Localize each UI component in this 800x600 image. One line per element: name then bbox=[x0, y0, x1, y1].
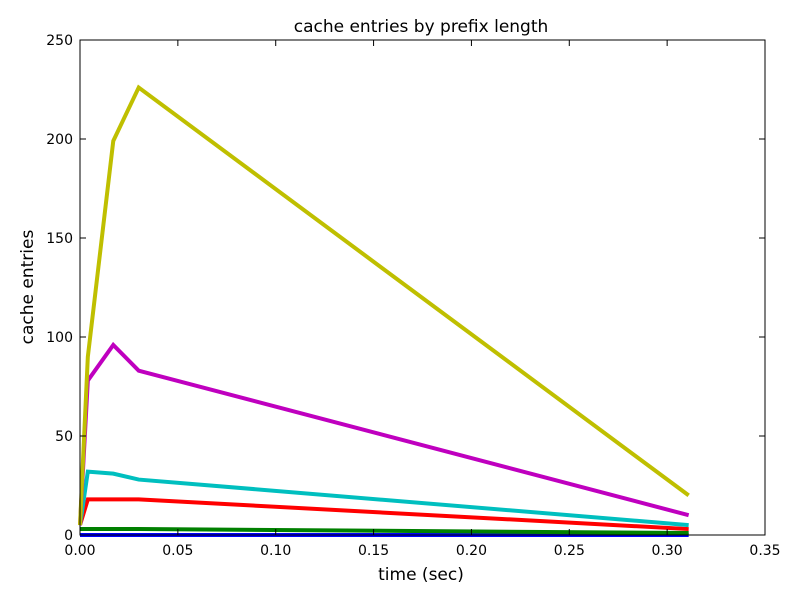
x-tick-label: 0.35 bbox=[749, 543, 780, 559]
x-tick-label: 0.05 bbox=[162, 543, 193, 559]
x-tick-label: 0.15 bbox=[358, 543, 389, 559]
plot-frame bbox=[79, 39, 766, 536]
y-tick-label: 200 bbox=[46, 132, 73, 148]
series-line-6 bbox=[78, 84, 690, 526]
x-axis-label: time (sec) bbox=[378, 565, 464, 585]
x-tick-label: 0.25 bbox=[554, 543, 585, 559]
y-tick-label: 50 bbox=[55, 429, 73, 445]
y-axis-label: cache entries bbox=[18, 230, 38, 345]
y-tick-label: 150 bbox=[46, 231, 73, 247]
series-line-3 bbox=[78, 497, 689, 532]
x-tick-label: 0.20 bbox=[456, 543, 487, 559]
x-tick-label: 0.10 bbox=[260, 543, 291, 559]
y-tick-label: 250 bbox=[46, 33, 73, 49]
series-lines bbox=[78, 84, 690, 537]
x-tick-label: 0.30 bbox=[652, 543, 683, 559]
axis-ticks: 0.00 0.05 0.10 0.15 0.20 0.25 0.30 0.35 0 50 100 15… bbox=[46, 33, 780, 559]
y-tick-label: 100 bbox=[46, 330, 73, 346]
series-line-4 bbox=[78, 469, 689, 528]
series-line-2 bbox=[80, 527, 689, 536]
x-tick-label: 0.00 bbox=[64, 543, 95, 559]
chart-title: cache entries by prefix length bbox=[294, 17, 549, 37]
y-tick-label: 0 bbox=[64, 528, 73, 544]
